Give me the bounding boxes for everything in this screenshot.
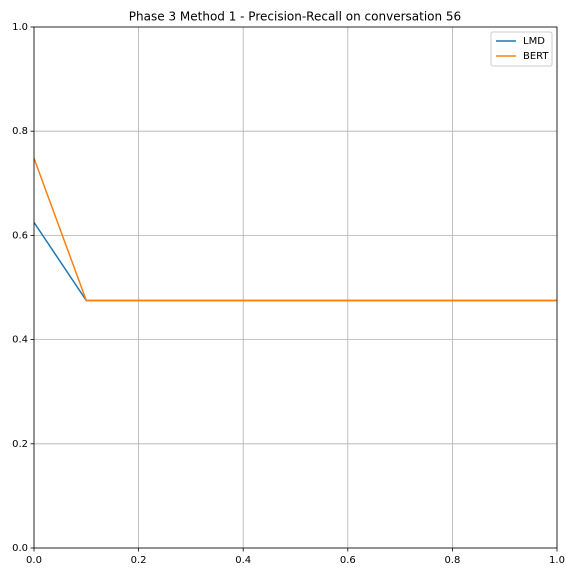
- plot-frame: [33, 26, 558, 549]
- y-tick-label: 0.4: [12, 335, 28, 346]
- data-line: [33, 158, 557, 302]
- x-tick-label: 0.0: [26, 555, 42, 566]
- legend: LMD BERT: [490, 31, 553, 67]
- y-tick-label: 0.6: [12, 230, 28, 241]
- legend-label: LMD: [523, 36, 545, 47]
- x-tick-label: 0.2: [131, 555, 147, 566]
- x-tick-label: 0.8: [444, 555, 460, 566]
- y-tick-label: 0.8: [12, 126, 28, 137]
- y-tick-label: 0.2: [12, 439, 28, 450]
- chart-title: Phase 3 Method 1 - Precision-Recall on c…: [129, 10, 461, 24]
- x-tick-label: 0.4: [235, 555, 251, 566]
- y-tick-label: 0.0: [12, 543, 28, 554]
- x-tick-label: 1.0: [549, 555, 565, 566]
- y-tick-label: 1.0: [12, 22, 28, 33]
- legend-label: BERT: [523, 51, 549, 62]
- x-tick-label: 0.6: [340, 555, 356, 566]
